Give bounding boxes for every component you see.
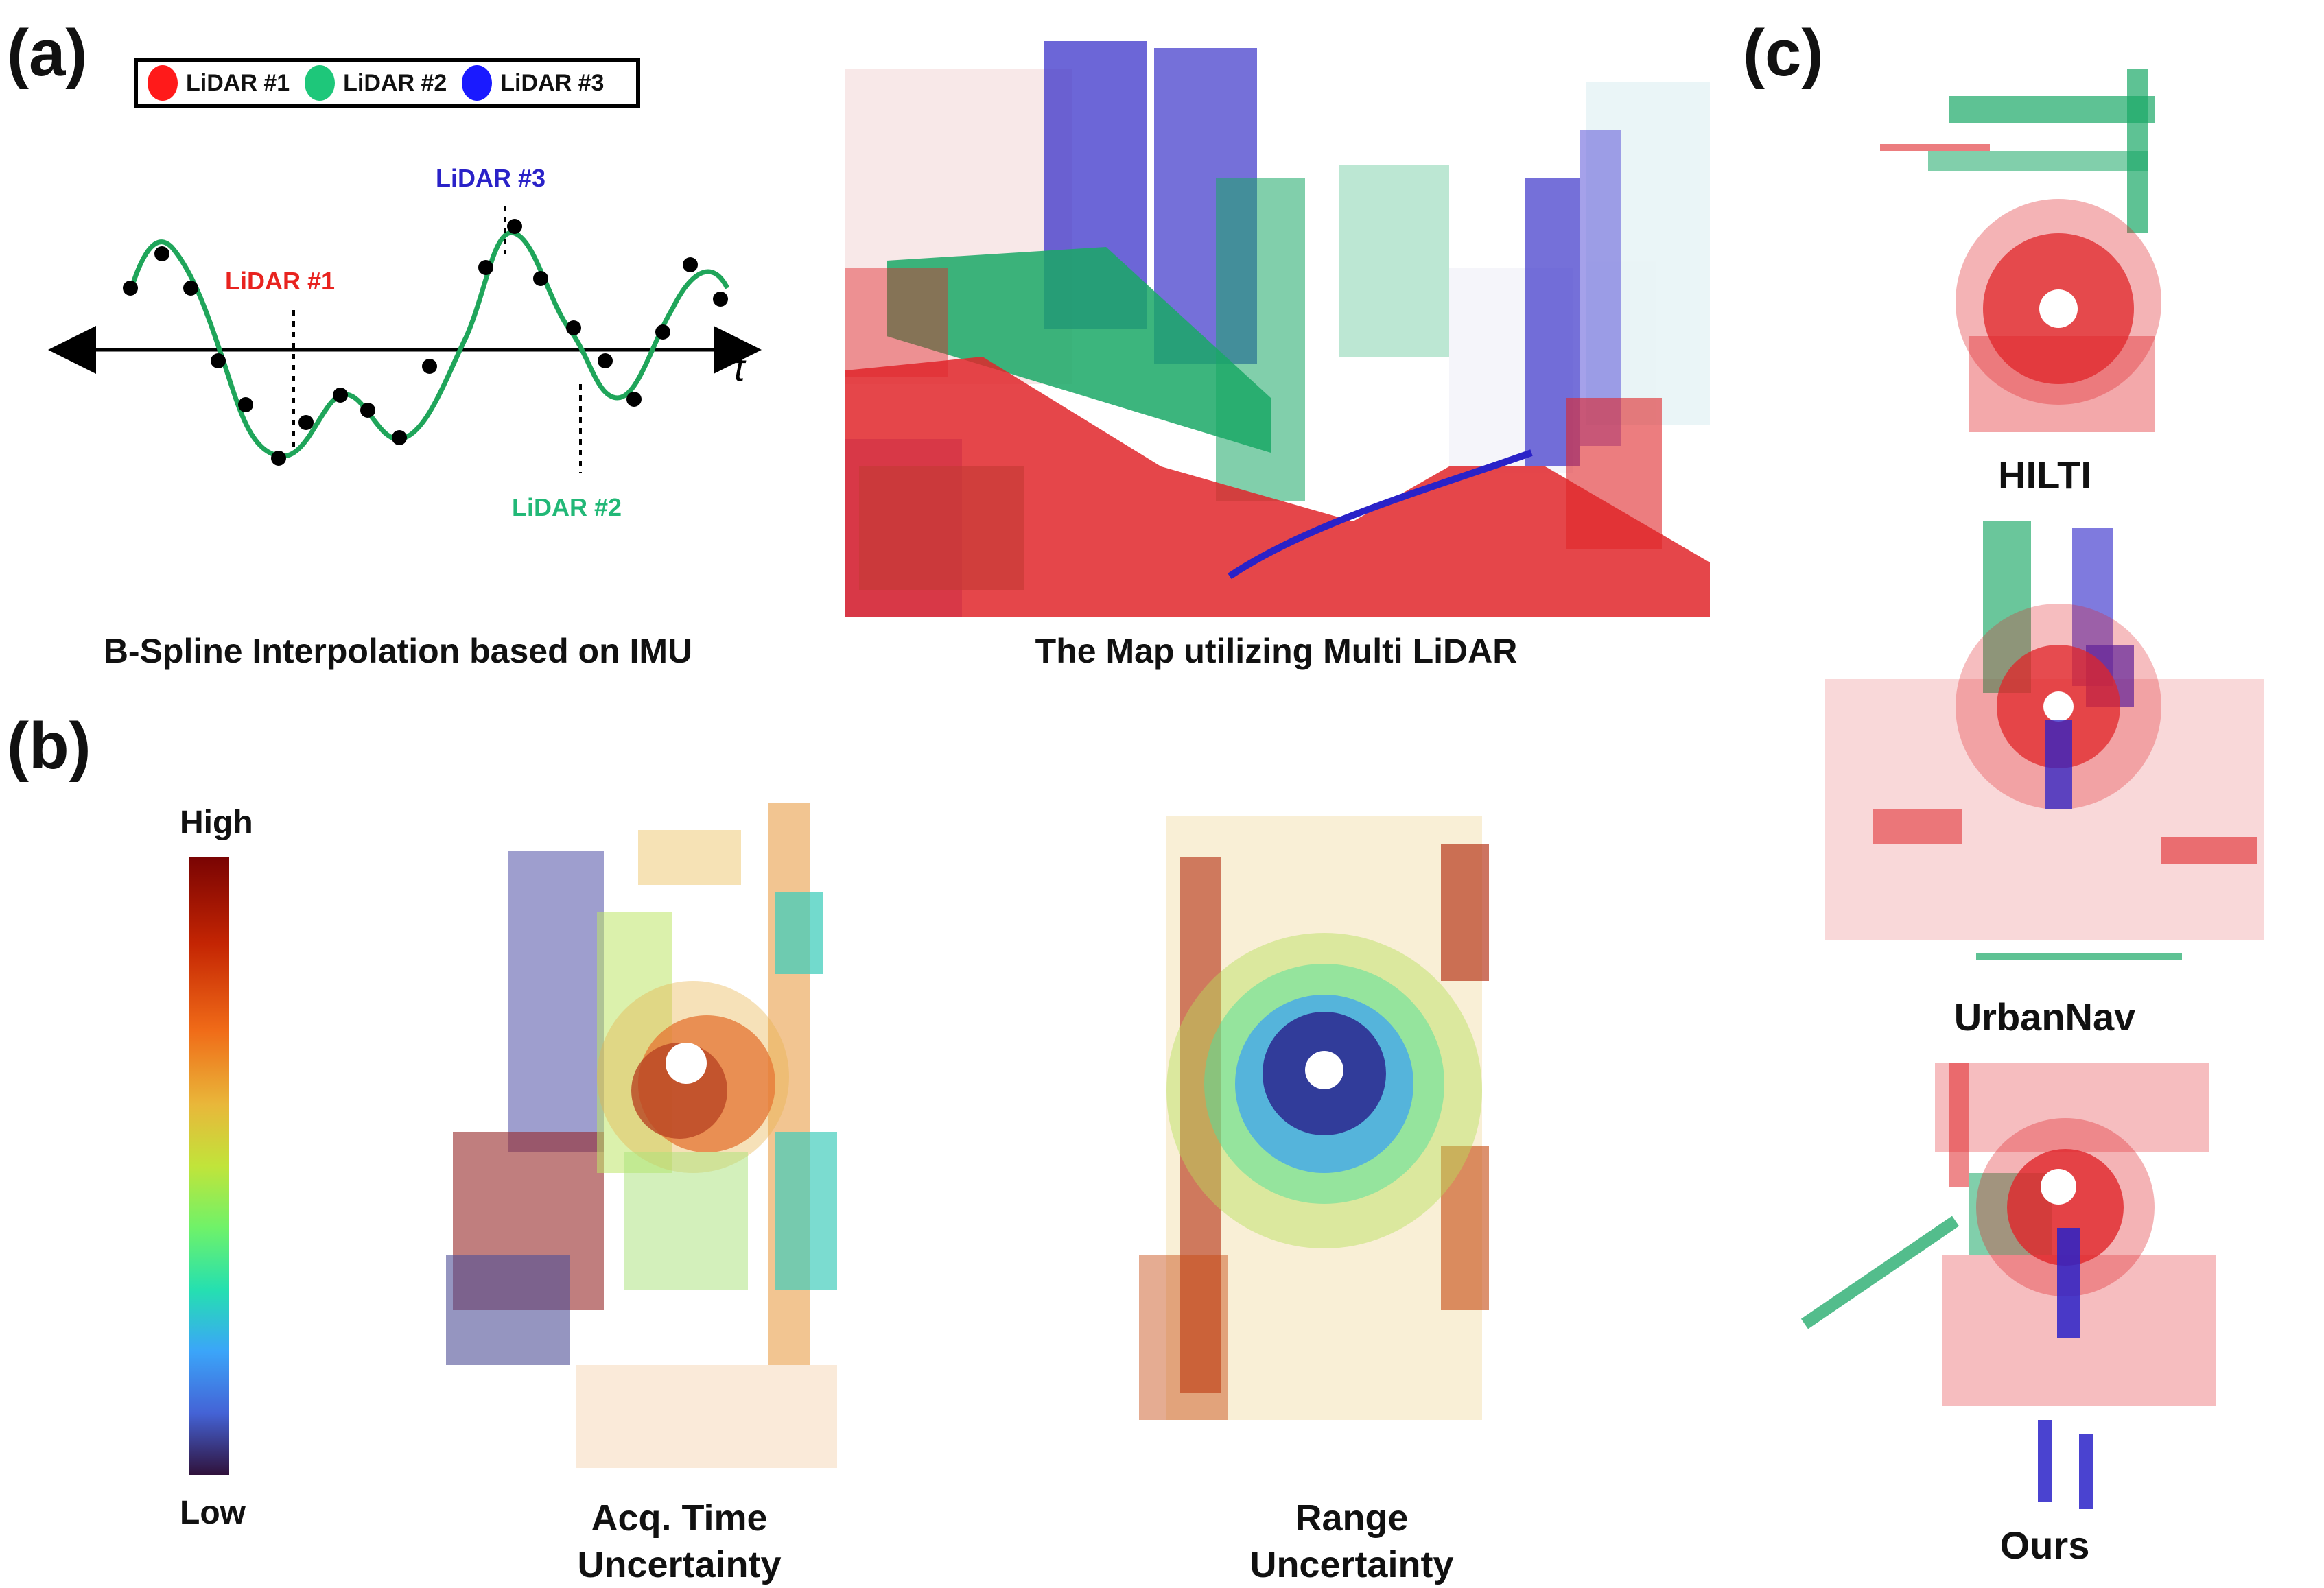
urbannav-scan xyxy=(1811,514,2278,974)
control-point xyxy=(123,281,138,296)
ours-scan xyxy=(1791,1050,2271,1516)
legend-item-lidar3: LiDAR #3 xyxy=(462,65,604,101)
bspline-caption: B-Spline Interpolation based on IMU xyxy=(55,631,741,671)
dataset-caption-ours: Ours xyxy=(1908,1523,2182,1567)
legend-item-lidar2: LiDAR #2 xyxy=(305,65,447,101)
lidar-legend: LiDAR #1 LiDAR #2 LiDAR #3 xyxy=(134,58,640,108)
range-caption: Range Uncertainty xyxy=(1194,1495,1510,1588)
legend-dot-icon xyxy=(462,65,492,101)
acq-time-caption-line1: Acq. Time xyxy=(535,1495,823,1542)
legend-item-lidar1: LiDAR #1 xyxy=(148,65,290,101)
control-point xyxy=(566,320,581,335)
control-point xyxy=(507,219,522,234)
control-point xyxy=(333,388,348,403)
control-point xyxy=(626,392,642,407)
control-point xyxy=(154,246,169,261)
dataset-caption-urbannav: UrbanNav xyxy=(1894,995,2196,1039)
bspline-diagram: t LiDAR #1 LiDAR #3 LiDAR #2 xyxy=(41,151,782,535)
control-point xyxy=(683,257,698,272)
range-caption-line2: Uncertainty xyxy=(1194,1542,1510,1588)
control-point xyxy=(360,403,375,418)
lidar2-marker-label: LiDAR #2 xyxy=(512,493,622,521)
acq-time-caption: Acq. Time Uncertainty xyxy=(535,1495,823,1588)
control-point xyxy=(392,430,407,445)
colorbar-low-label: Low xyxy=(180,1494,246,1532)
dataset-caption-hilti: HILTI xyxy=(1908,453,2182,497)
panel-a-label: (a) xyxy=(7,21,87,86)
multi-lidar-map xyxy=(845,41,1710,617)
hilti-scan xyxy=(1853,27,2209,439)
panel-c-label: (c) xyxy=(1743,21,1823,86)
control-point xyxy=(422,359,437,374)
control-point xyxy=(655,324,670,340)
acq-time-uncertainty-scan xyxy=(405,748,885,1475)
control-point xyxy=(238,397,253,412)
control-points xyxy=(123,219,728,466)
lidar1-marker-label: LiDAR #1 xyxy=(225,267,335,295)
control-point xyxy=(298,415,314,430)
spline-curve xyxy=(130,233,727,456)
legend-dot-icon xyxy=(148,65,178,101)
legend-label: LiDAR #1 xyxy=(186,70,290,97)
control-point xyxy=(211,353,226,368)
control-point xyxy=(713,292,728,307)
control-point xyxy=(183,281,198,296)
uncertainty-colorbar xyxy=(189,857,229,1475)
range-caption-line1: Range xyxy=(1194,1495,1510,1542)
control-point xyxy=(478,260,493,275)
control-point xyxy=(598,353,613,368)
time-axis-label: t xyxy=(734,346,747,389)
legend-label: LiDAR #2 xyxy=(343,70,447,97)
control-point xyxy=(271,451,286,466)
control-point xyxy=(533,271,548,286)
acq-time-caption-line2: Uncertainty xyxy=(535,1542,823,1588)
lidar3-marker-label: LiDAR #3 xyxy=(436,164,545,192)
legend-label: LiDAR #3 xyxy=(500,70,604,97)
panel-b-label: (b) xyxy=(7,713,91,779)
range-uncertainty-scan xyxy=(1084,761,1530,1475)
colorbar-high-label: High xyxy=(180,804,253,842)
legend-dot-icon xyxy=(305,65,335,101)
map-caption: The Map utilizing Multi LiDAR xyxy=(919,631,1633,671)
